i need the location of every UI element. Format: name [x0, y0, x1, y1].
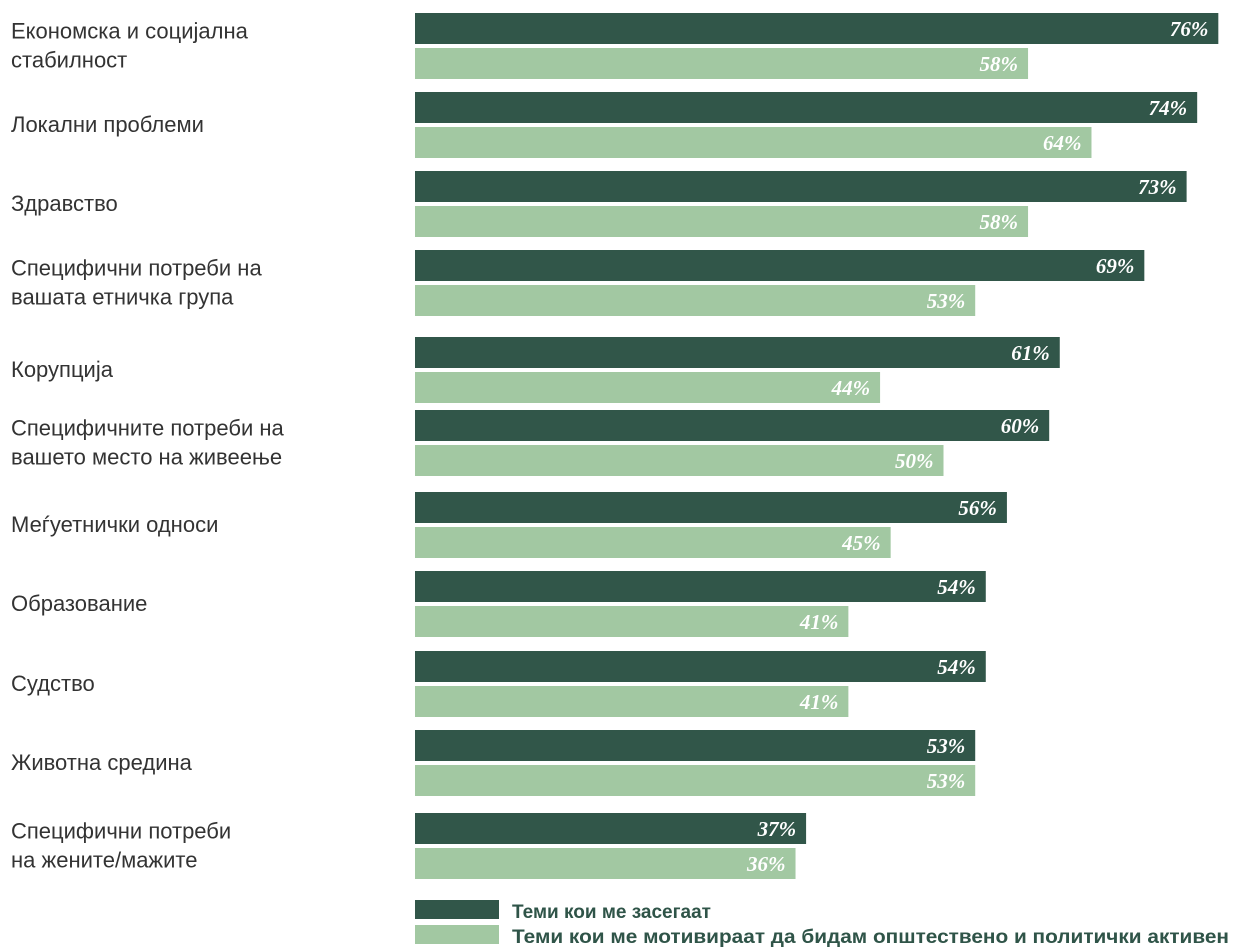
data-label-series-2: 41% — [799, 690, 839, 714]
legend-swatch-series-1 — [415, 900, 499, 919]
category-label-line: Меѓуетнички односи — [11, 512, 218, 537]
bar-series-1 — [415, 571, 986, 602]
bar-series-1 — [415, 651, 986, 682]
category-label-line: Специфични потреби — [11, 819, 231, 844]
bar-series-2 — [415, 606, 849, 637]
bar-series-1 — [415, 813, 807, 844]
category-label-line: на жените/мажите — [11, 848, 198, 873]
bar-series-2 — [415, 686, 849, 717]
data-label-series-1: 60% — [1001, 414, 1040, 438]
data-label-series-2: 50% — [895, 449, 934, 473]
bar-series-1 — [415, 13, 1219, 44]
bar-series-2 — [415, 372, 881, 403]
bar-series-2 — [415, 48, 1029, 79]
data-label-series-1: 53% — [927, 734, 966, 758]
bar-series-2 — [415, 127, 1092, 158]
value-labels: 76% 58% 74% 64% 73% 58% 69% 53% 61% 44% 60% 50% 56% 4… — [746, 17, 1208, 876]
data-label-series-2: 58% — [980, 52, 1019, 76]
data-label-series-2: 53% — [927, 289, 966, 313]
bar-series-1 — [415, 410, 1050, 441]
category-label: Животна средина — [11, 750, 193, 775]
bar-series-2 — [415, 527, 891, 558]
bar-series-1 — [415, 250, 1145, 281]
category-label-line: стабилност — [11, 48, 127, 73]
category-label: Локални проблеми — [11, 112, 204, 137]
data-label-series-1: 37% — [757, 817, 797, 841]
data-label-series-1: 61% — [1011, 341, 1050, 365]
bar-series-1 — [415, 730, 976, 761]
bar-series-2 — [415, 285, 976, 316]
category-label: Специфични потреби на вашата етничка груп… — [11, 256, 262, 310]
data-label-series-2: 45% — [841, 531, 881, 555]
data-label-series-1: 54% — [937, 655, 976, 679]
category-label: Образование — [11, 591, 147, 616]
category-label-line: вашето место на живеење — [11, 445, 282, 470]
bar-series-2 — [415, 765, 976, 796]
category-label-line: Специфичните потреби на — [11, 416, 285, 441]
category-label: Специфични потреби на жените/мажите — [11, 819, 231, 873]
category-label-line: Специфични потреби на — [11, 256, 262, 281]
category-label-line: Локални проблеми — [11, 112, 204, 137]
category-label: Меѓуетнички односи — [11, 512, 218, 537]
data-label-series-2: 41% — [799, 610, 839, 634]
bar-series-1 — [415, 492, 1007, 523]
data-label-series-1: 54% — [937, 575, 976, 599]
category-label-line: Животна средина — [11, 750, 193, 775]
data-label-series-2: 44% — [831, 376, 871, 400]
data-label-series-2: 64% — [1043, 131, 1082, 155]
category-label-line: вашата етничка група — [11, 285, 234, 310]
data-label-series-1: 56% — [958, 496, 997, 520]
category-label: Судство — [11, 671, 95, 696]
bar-series-2 — [415, 206, 1029, 237]
bar-series-2 — [415, 848, 796, 879]
category-label-line: Судство — [11, 671, 95, 696]
data-label-series-2: 53% — [927, 769, 966, 793]
category-label-line: Корупција — [11, 357, 114, 382]
data-label-series-1: 73% — [1138, 175, 1177, 199]
category-label-line: Здравство — [11, 191, 118, 216]
category-label-line: Економска и социјална — [11, 19, 249, 44]
category-label: Специфичните потреби на вашето место на ж… — [11, 416, 285, 470]
data-label-series-2: 58% — [980, 210, 1019, 234]
category-label: Здравство — [11, 191, 118, 216]
category-labels: Економска и социјална стабилност Локални п… — [11, 19, 285, 873]
data-label-series-1: 74% — [1149, 96, 1188, 120]
data-label-series-1: 69% — [1096, 254, 1135, 278]
legend-label-series-1: Теми кои ме засегаат — [512, 902, 711, 923]
bars — [415, 13, 1219, 879]
legend-label-series-2: Теми кои ме мотивираат да бидам општеств… — [512, 927, 1229, 948]
legend-swatch-series-2 — [415, 925, 499, 944]
bar-series-1 — [415, 171, 1187, 202]
category-label-line: Образование — [11, 591, 147, 616]
bar-series-1 — [415, 92, 1198, 123]
data-label-series-1: 76% — [1170, 17, 1209, 41]
bar-series-1 — [415, 337, 1060, 368]
category-label: Економска и социјална стабилност — [11, 19, 249, 73]
bar-series-2 — [415, 445, 944, 476]
legend: Теми кои ме засегаат Теми кои ме мотивир… — [415, 900, 1229, 948]
category-label: Корупција — [11, 357, 114, 382]
data-label-series-2: 36% — [746, 852, 786, 876]
